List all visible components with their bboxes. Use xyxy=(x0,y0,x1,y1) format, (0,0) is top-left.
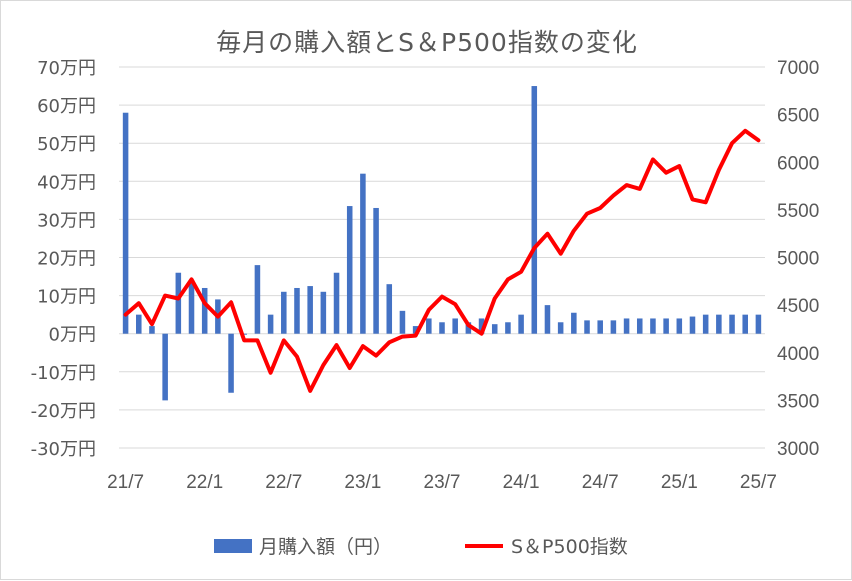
bar xyxy=(544,305,551,334)
bar xyxy=(373,207,379,334)
x-tick-label: 23/7 xyxy=(424,472,461,493)
bar xyxy=(452,318,458,334)
bar xyxy=(386,284,393,334)
bar xyxy=(149,326,155,334)
bar xyxy=(478,318,485,334)
bar xyxy=(439,322,445,334)
bar xyxy=(162,333,168,401)
bar xyxy=(201,287,208,334)
bar xyxy=(175,272,182,334)
bar xyxy=(689,316,696,334)
series-line-sp500 xyxy=(123,128,761,393)
bar xyxy=(557,322,564,334)
y-right-tick-label: 6000 xyxy=(777,153,819,174)
x-tick-label: 24/1 xyxy=(503,472,540,493)
legend-label-bar: 月購入額（円） xyxy=(259,536,392,558)
y-right-tick-label: 3000 xyxy=(777,439,819,460)
bar xyxy=(571,312,577,334)
bar xyxy=(702,314,709,334)
bar xyxy=(188,280,195,334)
bar xyxy=(136,314,142,334)
y-right-tick-label: 4500 xyxy=(777,296,819,317)
bar xyxy=(742,314,748,334)
y-left-tick-label: 60万円 xyxy=(37,96,96,117)
bar xyxy=(597,320,603,334)
y-right-tick-label: 6500 xyxy=(777,106,819,127)
y-left-tick-label: -10万円 xyxy=(31,363,96,384)
bar xyxy=(254,265,261,334)
bar xyxy=(346,206,353,334)
y-left-tick-label: 20万円 xyxy=(37,249,96,270)
y-left-tick-label: 50万円 xyxy=(37,134,96,155)
bar xyxy=(294,287,300,334)
x-tick-label: 25/1 xyxy=(661,472,698,493)
bar xyxy=(676,318,683,334)
y-right-tick-label: 3500 xyxy=(777,391,819,412)
bar xyxy=(426,318,432,334)
chart-title: 毎月の購入額とS＆P500指数の変化 xyxy=(216,28,638,57)
bar xyxy=(360,173,366,334)
bar xyxy=(491,324,498,334)
y-left-tick-label: 10万円 xyxy=(37,287,96,308)
bar xyxy=(623,318,630,334)
x-tick-label: 21/7 xyxy=(107,472,144,493)
y-left-tick-label: -30万円 xyxy=(31,439,96,460)
y-left-tick-label: 40万円 xyxy=(37,172,96,193)
bar xyxy=(241,333,248,335)
y-left-tick-label: 30万円 xyxy=(37,210,96,231)
bar xyxy=(399,310,406,334)
legend-swatch-bar xyxy=(214,539,252,553)
bar xyxy=(663,318,669,334)
bar xyxy=(755,314,762,334)
y-right-tick-label: 5500 xyxy=(777,201,819,222)
y-right-tick-label: 4000 xyxy=(777,344,819,365)
bar xyxy=(122,112,129,334)
legend-label-line: S＆P500指数 xyxy=(511,536,628,558)
bar xyxy=(610,320,617,334)
bar xyxy=(228,333,234,393)
bar xyxy=(465,322,472,334)
x-tick-label: 24/7 xyxy=(582,472,619,493)
bar xyxy=(307,286,313,334)
bar xyxy=(518,314,524,334)
bar xyxy=(716,314,722,334)
bar xyxy=(505,322,511,334)
bar xyxy=(650,318,656,334)
y-right-tick-label: 5000 xyxy=(777,249,819,270)
bar xyxy=(636,318,643,334)
bar xyxy=(584,320,590,334)
y-right-tick-label: 7000 xyxy=(777,58,819,79)
bar xyxy=(729,314,735,334)
bar xyxy=(320,291,327,334)
x-tick-label: 25/7 xyxy=(740,472,777,493)
y-left-tick-label: 0万円 xyxy=(49,325,96,346)
y-left-tick-label: -20万円 xyxy=(31,401,96,422)
y-left-tick-label: 70万円 xyxy=(37,58,96,79)
x-tick-label: 23/1 xyxy=(344,472,381,493)
bar xyxy=(267,314,274,334)
x-tick-label: 22/1 xyxy=(186,472,223,493)
bar xyxy=(531,86,538,334)
x-tick-label: 22/7 xyxy=(265,472,302,493)
bar xyxy=(333,272,340,334)
bar xyxy=(281,291,287,334)
bar xyxy=(412,326,419,334)
